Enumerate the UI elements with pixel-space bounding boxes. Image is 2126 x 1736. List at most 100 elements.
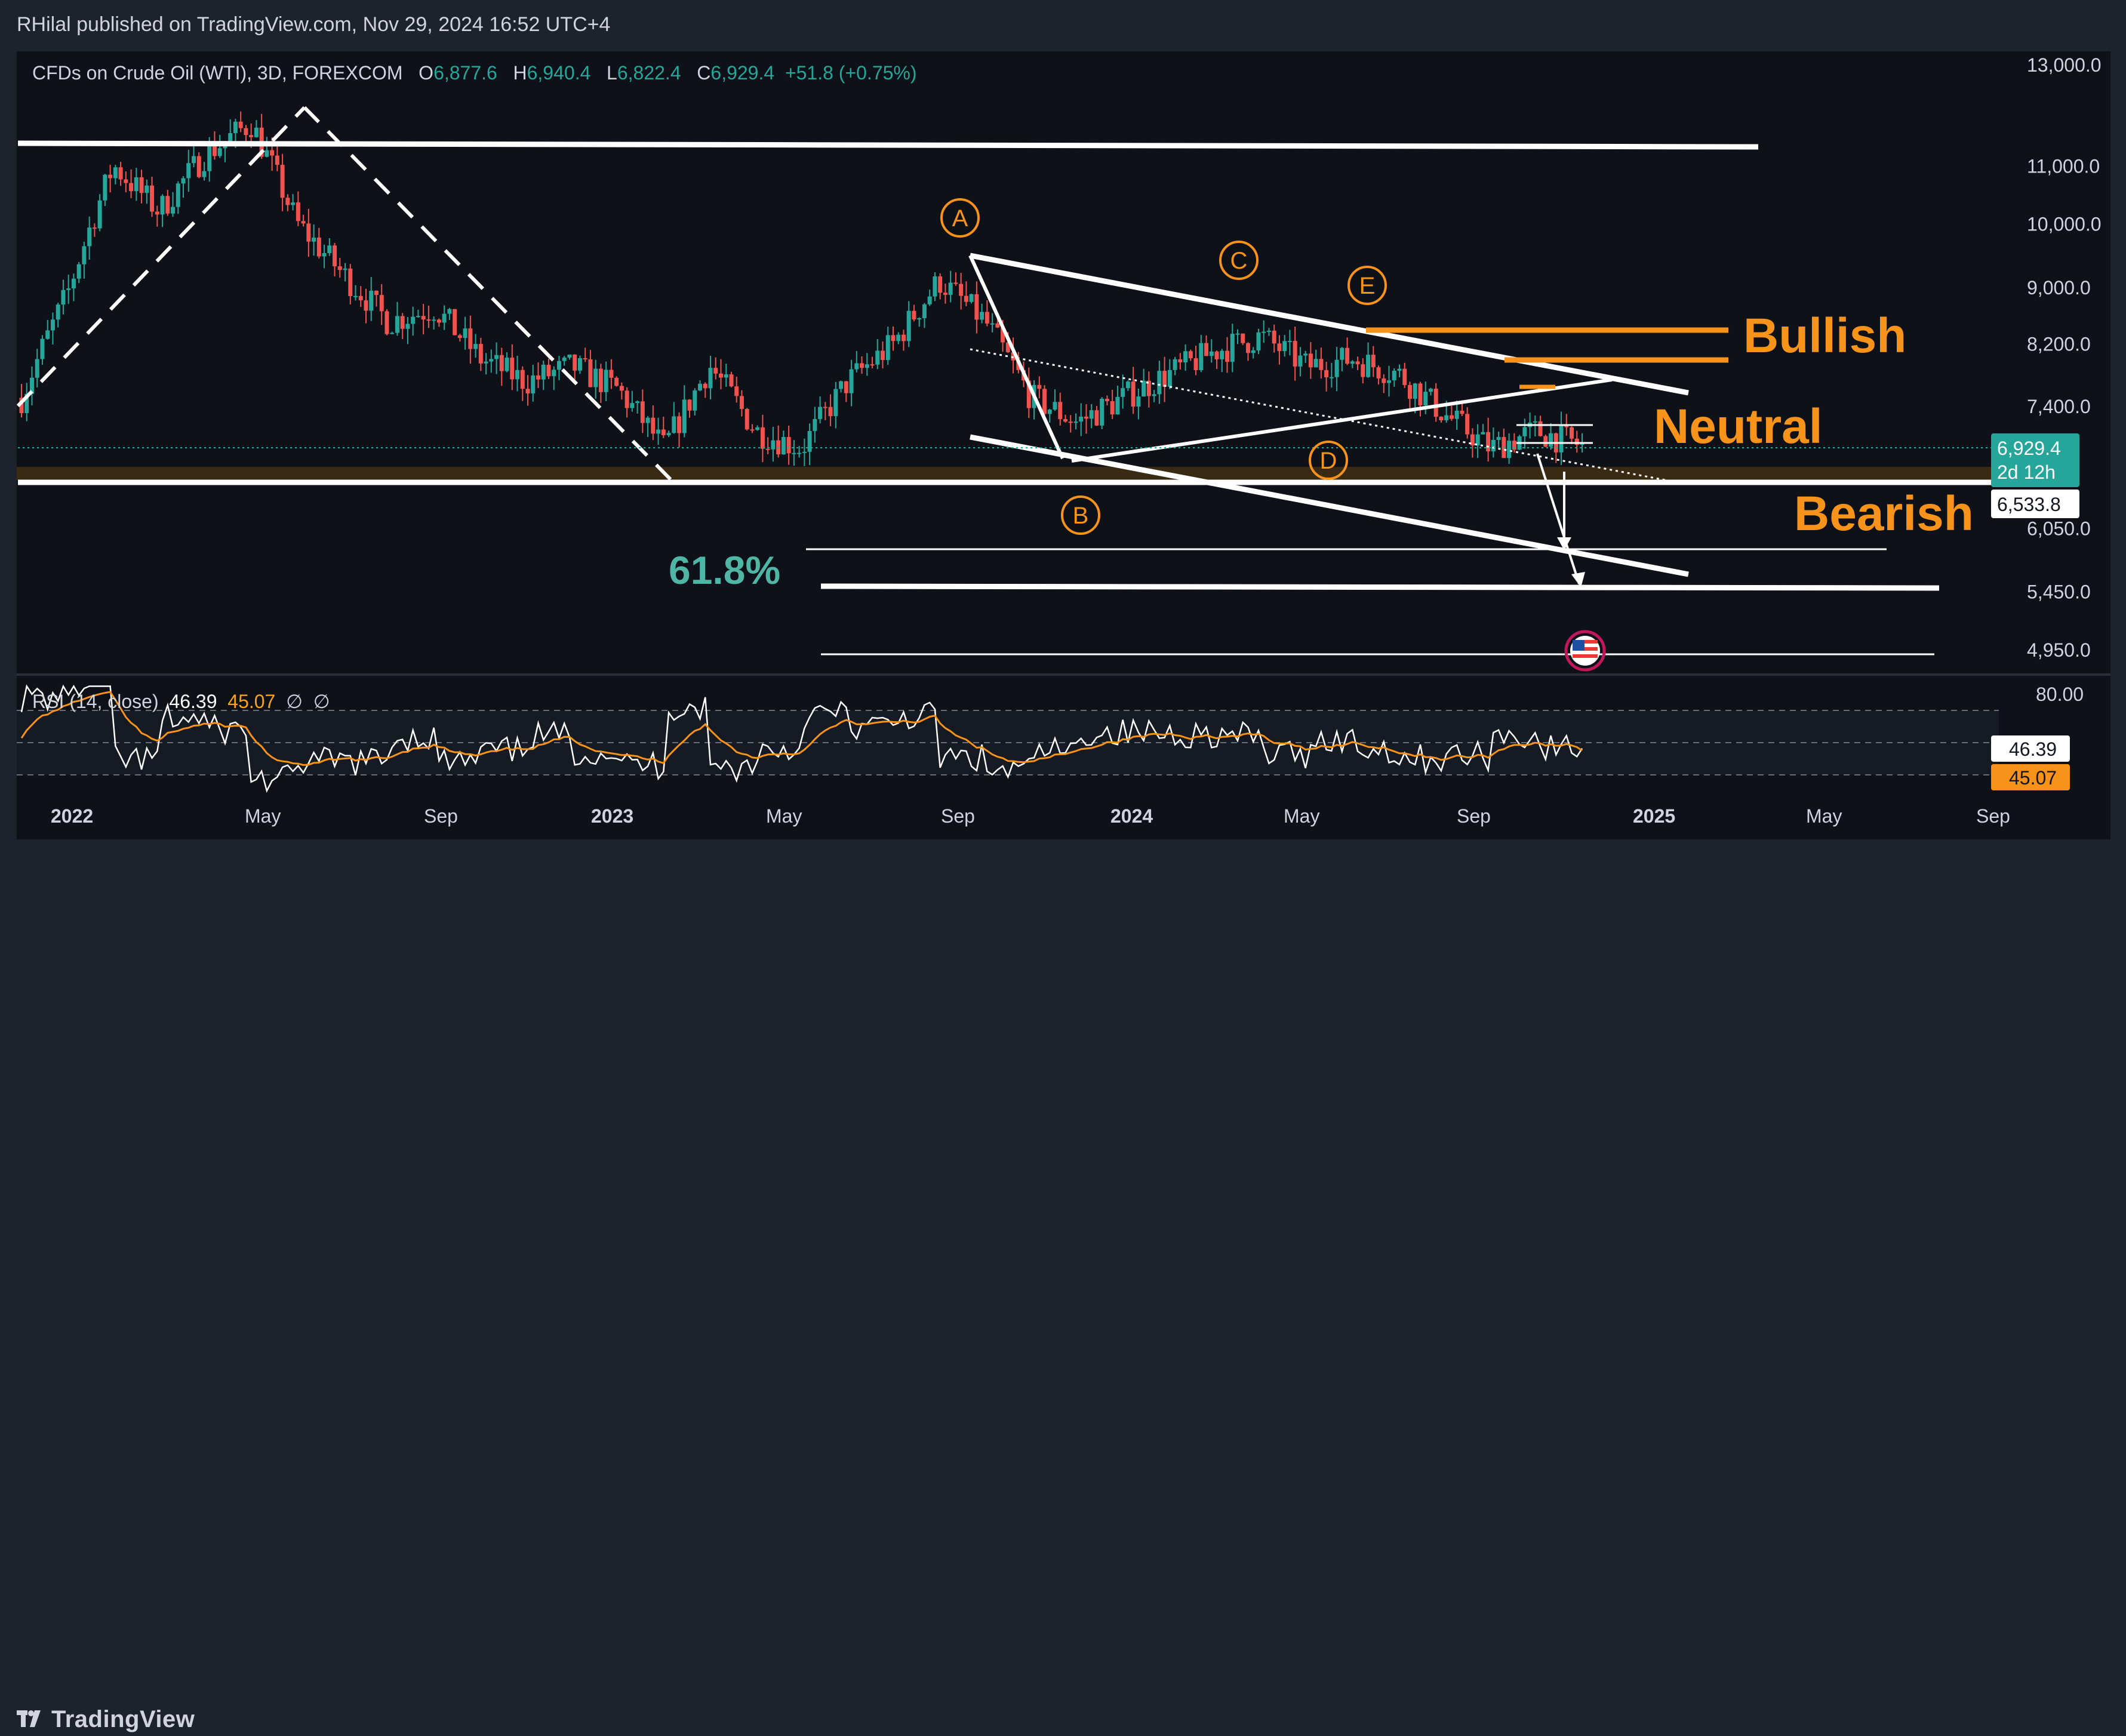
candle-body <box>953 282 958 284</box>
support-zone <box>17 467 1999 480</box>
target-arrow-2[interactable] <box>1536 453 1580 584</box>
candle-body <box>1402 368 1407 385</box>
candle-body <box>666 433 671 436</box>
candle-body <box>1392 371 1396 381</box>
candle-body <box>1037 384 1042 389</box>
candle-body <box>1063 419 1067 422</box>
candle-body <box>577 358 582 371</box>
bullish-label[interactable]: Bullish <box>1743 309 1906 363</box>
tradingview-brand: TradingView <box>51 1706 195 1732</box>
candle-body <box>556 361 561 370</box>
candle-body <box>624 390 629 408</box>
price-tick: 6,050.0 <box>2027 518 2091 539</box>
candle-body <box>306 223 311 242</box>
candle-body <box>713 368 718 374</box>
price-tick: 8,200.0 <box>2027 334 2091 355</box>
wave-a-marker[interactable]: A <box>940 198 980 238</box>
us-event-flag-icon[interactable] <box>1564 630 1606 672</box>
price-chart[interactable]: A B C D E Bullish Neutral Bearish 61.8% … <box>0 0 2126 848</box>
rsi-axis-80: 80.00 <box>2036 684 2084 705</box>
price-tick: 9,000.0 <box>2027 277 2091 298</box>
time-tick: May <box>245 805 281 827</box>
candle-body <box>82 246 87 264</box>
candle-body <box>1549 433 1553 447</box>
rsi-ma-value: 45.07 <box>227 691 276 712</box>
candle-body <box>640 401 645 423</box>
candle-body <box>40 338 45 359</box>
neutral-label[interactable]: Neutral <box>1654 399 1823 454</box>
price-axis[interactable]: 13,000.0 11,000.0 10,000.0 9,000.0 8,200.0 7,… <box>2027 54 2102 661</box>
wave-a-label: A <box>952 205 968 232</box>
bearish-label[interactable]: Bearish <box>1794 487 1974 541</box>
open-value: 6,877.6 <box>433 62 497 84</box>
candle-body <box>1220 350 1224 359</box>
candle-body <box>1465 414 1470 435</box>
rsi-extra-2: ∅ <box>313 691 330 712</box>
chart-panel[interactable] <box>17 51 2110 839</box>
candle-body <box>1444 415 1449 421</box>
rsi-ma-badge-value: 45.07 <box>2009 767 2057 789</box>
symbol-legend[interactable]: CFDs on Crude Oil (WTI), 3D, FOREXCOM O6… <box>32 62 917 84</box>
fib-line-618[interactable] <box>820 583 1940 591</box>
candle-body <box>134 177 139 192</box>
candle-body <box>426 319 431 321</box>
wave-e-label: E <box>1359 273 1376 299</box>
candle-body <box>1324 370 1329 377</box>
candle-body <box>1068 421 1073 423</box>
candle-body <box>1047 410 1052 414</box>
candle-body <box>1188 351 1193 359</box>
candle-body <box>1564 424 1569 427</box>
tradingview-logo[interactable]: TradingView <box>17 1703 195 1736</box>
channel-upper-line[interactable] <box>970 253 1689 396</box>
candle-body <box>1533 421 1537 423</box>
candle-body <box>1053 402 1057 410</box>
wave-c-marker[interactable]: C <box>1219 241 1259 280</box>
candle-body <box>1287 341 1292 343</box>
candle-body <box>1481 432 1485 435</box>
candle-body <box>24 393 29 413</box>
candle-body <box>771 440 776 450</box>
candle-body <box>327 245 332 253</box>
candle-body <box>510 358 515 380</box>
time-axis[interactable]: 2022 May Sep 2023 May Sep 2024 May Sep 2025 May Sep <box>51 805 2010 827</box>
fib-618-label[interactable]: 61.8% <box>669 548 780 592</box>
candle-body <box>1173 359 1177 370</box>
arrow-head-2 <box>1571 572 1585 587</box>
candle-body <box>296 202 300 221</box>
candle-body <box>1131 381 1136 407</box>
candle-body <box>1104 399 1109 402</box>
candle-body <box>473 344 478 349</box>
triangle-leg-a[interactable] <box>968 254 1064 460</box>
candle-body <box>160 196 165 215</box>
candle-body <box>729 374 734 387</box>
rsi-value: 46.39 <box>169 691 217 712</box>
time-tick: Sep <box>424 805 458 827</box>
candle-body <box>546 365 551 377</box>
high-label: H <box>513 62 527 84</box>
dashed-downtrend-line[interactable] <box>303 106 678 487</box>
candle-body <box>938 276 943 293</box>
wave-d-marker[interactable]: D <box>1309 441 1348 480</box>
open-label: O <box>419 62 434 84</box>
candle-body <box>186 163 191 178</box>
candle-body <box>1001 327 1005 343</box>
candle-body <box>432 319 436 321</box>
triangle-lower-line[interactable] <box>1071 378 1613 463</box>
candle-body <box>1152 394 1156 396</box>
wave-e-marker[interactable]: E <box>1347 266 1387 305</box>
candle-body <box>1433 389 1438 417</box>
candle-body <box>1073 421 1078 423</box>
wave-b-marker[interactable]: B <box>1061 495 1100 535</box>
dashed-uptrend-line[interactable] <box>16 106 306 408</box>
rsi-ma-badge: 45.07 <box>1991 764 2070 790</box>
resistance-line[interactable] <box>17 140 1759 150</box>
candle-body <box>1496 437 1501 440</box>
rsi-legend[interactable]: RSI (14, close) 46.39 45.07 ∅ ∅ <box>32 690 330 713</box>
candle-body <box>66 288 71 290</box>
candle-body <box>254 127 259 137</box>
rsi-badge-value: 46.39 <box>2009 738 2057 760</box>
candle-body <box>316 237 321 257</box>
candle-body <box>1486 432 1491 452</box>
candle-body <box>358 296 363 301</box>
close-label: C <box>697 62 711 84</box>
